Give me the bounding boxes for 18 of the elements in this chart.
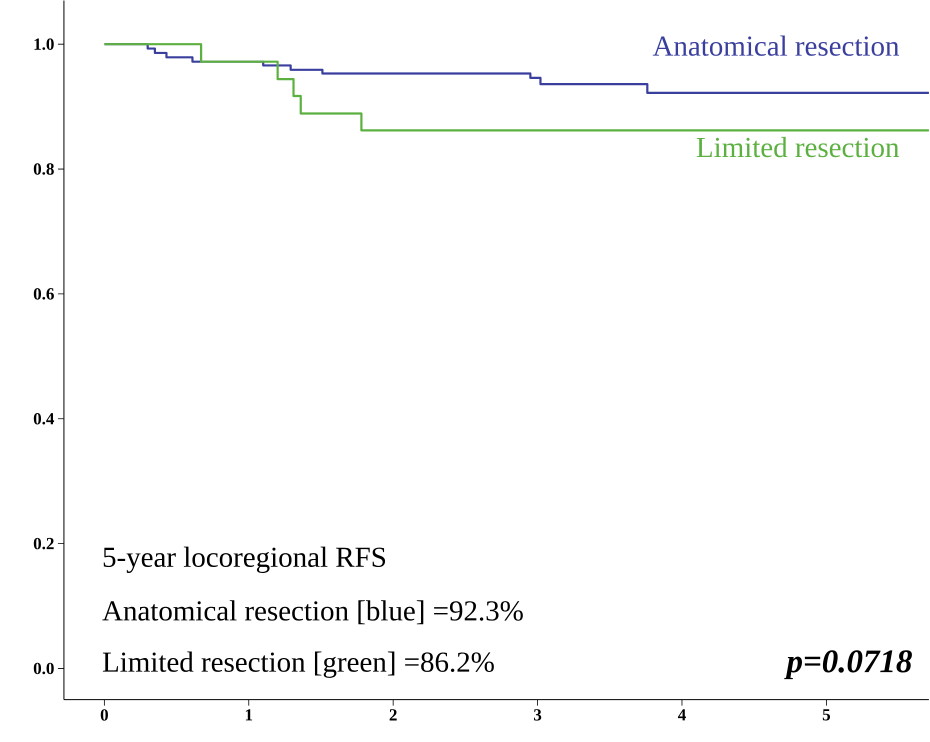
x-tick-label: 4 — [678, 709, 686, 721]
series-label: Limited resection — [696, 137, 900, 158]
annotation: p=0.0718 — [784, 650, 912, 680]
y-tick-label: 0.4 — [34, 413, 54, 425]
annotation: 5-year locoregional RFS — [104, 546, 386, 574]
series-label: Anatomical resection — [652, 36, 900, 56]
annotation: Limited resection [green] =86.2% — [102, 652, 494, 678]
y-tick-label: 0.8 — [34, 163, 54, 175]
x-tick-label: 1 — [246, 709, 252, 721]
y-tick-label: 0.6 — [34, 288, 54, 300]
y-tick-label: 0.0 — [34, 662, 54, 674]
y-tick-label: 0.2 — [34, 538, 54, 550]
x-tick-label: 2 — [390, 709, 397, 721]
y-tick-label: 1.0 — [34, 38, 54, 50]
x-tick-label: 5 — [822, 709, 830, 721]
x-tick-label: 3 — [534, 709, 542, 721]
annotation: Anatomical resection [blue] =92.3% — [102, 600, 523, 624]
x-tick-label: 0 — [100, 709, 108, 721]
